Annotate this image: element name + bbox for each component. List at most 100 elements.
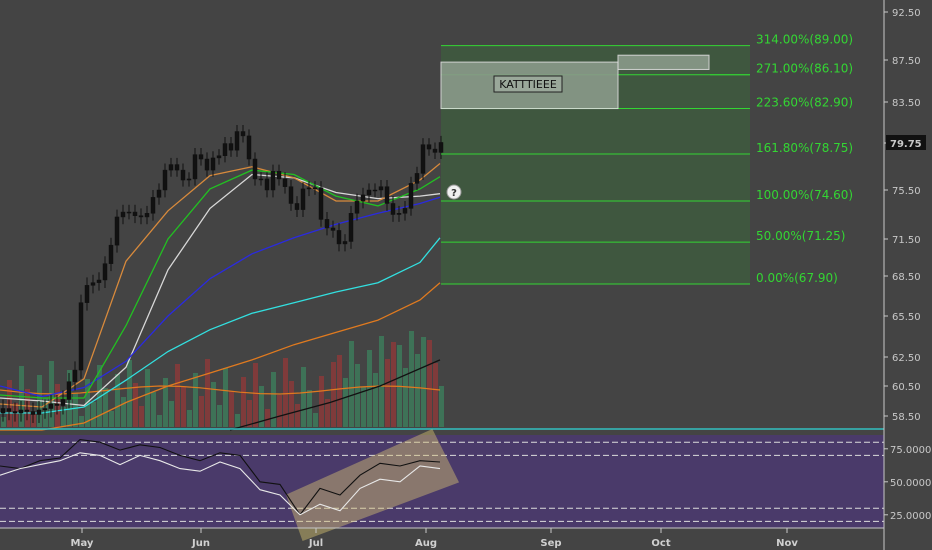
volume-bar xyxy=(271,372,276,427)
candle-body xyxy=(420,144,426,174)
fib-level-label: 314.00%(89.00) xyxy=(756,33,853,47)
volume-bar xyxy=(109,411,114,427)
candle-body xyxy=(408,183,414,209)
volume-bar xyxy=(295,404,300,427)
candle-body xyxy=(84,285,90,303)
candle-body xyxy=(228,143,234,151)
volume-bar xyxy=(289,381,294,427)
candle-body xyxy=(432,148,438,153)
candle-body xyxy=(66,381,72,400)
candle-body xyxy=(234,131,240,151)
candle-body xyxy=(384,186,390,204)
candle-body xyxy=(162,169,168,191)
candle-body xyxy=(42,408,48,411)
volume-bar xyxy=(103,388,108,427)
price-tick-label: 62.50 xyxy=(892,353,921,364)
candle-body xyxy=(294,203,300,210)
fib-lines-group: 314.00%(89.00) 271.00%(86.10) 223.60%(82.9… xyxy=(441,33,853,285)
volume-bar xyxy=(61,407,66,427)
volume-bar xyxy=(367,350,372,427)
candle-body xyxy=(126,211,132,214)
volume-bar xyxy=(157,415,162,427)
volume-bar xyxy=(379,336,384,427)
candle-body xyxy=(264,178,270,191)
volume-bar xyxy=(385,359,390,427)
fib-level-label: 0.00%(67.90) xyxy=(756,271,838,285)
month-label: Nov xyxy=(776,538,798,549)
volume-bar xyxy=(433,363,438,427)
candle-body xyxy=(300,188,306,210)
month-label: Jun xyxy=(191,538,210,549)
oscillator-line xyxy=(0,439,441,516)
volume-bar xyxy=(91,402,96,427)
candle-body xyxy=(222,143,228,156)
price-tick-label: 58.50 xyxy=(892,412,921,423)
candle-body xyxy=(402,208,408,214)
volume-bar xyxy=(1,417,6,427)
volume-bar xyxy=(373,373,378,427)
candle-body xyxy=(324,219,330,229)
month-label: Jul xyxy=(308,538,323,549)
candle-body xyxy=(216,155,222,159)
month-label: Oct xyxy=(651,538,670,549)
candle-body xyxy=(360,194,366,202)
candle-body xyxy=(180,169,186,181)
candle-body xyxy=(132,211,138,216)
volume-bar xyxy=(217,405,222,427)
month-label: Sep xyxy=(540,538,561,549)
moving-average-line xyxy=(0,282,441,431)
candle-body xyxy=(348,213,354,242)
month-label: Aug xyxy=(415,538,437,549)
candle-body xyxy=(186,178,192,181)
oscillator-tick-label: 25.0000 xyxy=(890,511,931,522)
volume-bar xyxy=(247,400,252,427)
target-box-secondary xyxy=(617,54,710,70)
moving-average-line xyxy=(0,196,441,398)
fib-level-label: 100.00%(74.60) xyxy=(756,188,853,202)
candle-body xyxy=(90,282,96,286)
volume-bar xyxy=(205,359,210,427)
volume-bar xyxy=(175,364,180,427)
volume-bar xyxy=(421,337,426,427)
price-tick-label: 75.50 xyxy=(892,186,921,197)
candle-body xyxy=(120,211,126,218)
candle-body xyxy=(0,408,6,414)
candle-body xyxy=(396,213,402,215)
candle-body xyxy=(168,164,174,171)
volume-bar xyxy=(343,378,348,427)
candle-body xyxy=(276,170,282,180)
candle-body xyxy=(414,173,420,184)
price-tick-label: 68.50 xyxy=(892,272,921,283)
volume-bar xyxy=(145,369,150,427)
help-marker-icon xyxy=(446,184,462,200)
candle-body xyxy=(48,403,54,409)
candle-body xyxy=(24,409,30,412)
volume-bar xyxy=(79,416,84,427)
volume-bar xyxy=(277,395,282,427)
candle-body xyxy=(282,178,288,187)
volume-bar xyxy=(391,342,396,427)
volume-bar xyxy=(415,354,420,427)
volume-bar xyxy=(409,331,414,427)
fib-level-label: 271.00%(86.10) xyxy=(756,62,853,76)
candle-body xyxy=(318,187,324,220)
candle-body xyxy=(390,203,396,215)
volume-bar xyxy=(241,377,246,427)
volume-bar xyxy=(115,374,120,427)
oscillator-line xyxy=(0,452,441,516)
candle-body xyxy=(438,142,444,153)
candle-body xyxy=(78,302,84,371)
volume-bar xyxy=(181,387,186,427)
oscillator-tick-label: 75.0000 xyxy=(890,445,931,456)
candle-body xyxy=(12,411,18,414)
volume-group xyxy=(0,331,444,427)
volume-bar xyxy=(133,383,138,427)
volume-bar xyxy=(349,341,354,427)
price-tick-label: 71.50 xyxy=(892,235,921,246)
price-tick-label: 87.50 xyxy=(892,56,921,67)
fib-level-label: 161.80%(78.75) xyxy=(756,141,853,155)
volume-bar xyxy=(193,373,198,427)
volume-bar xyxy=(325,399,330,427)
volume-bar xyxy=(169,401,174,427)
